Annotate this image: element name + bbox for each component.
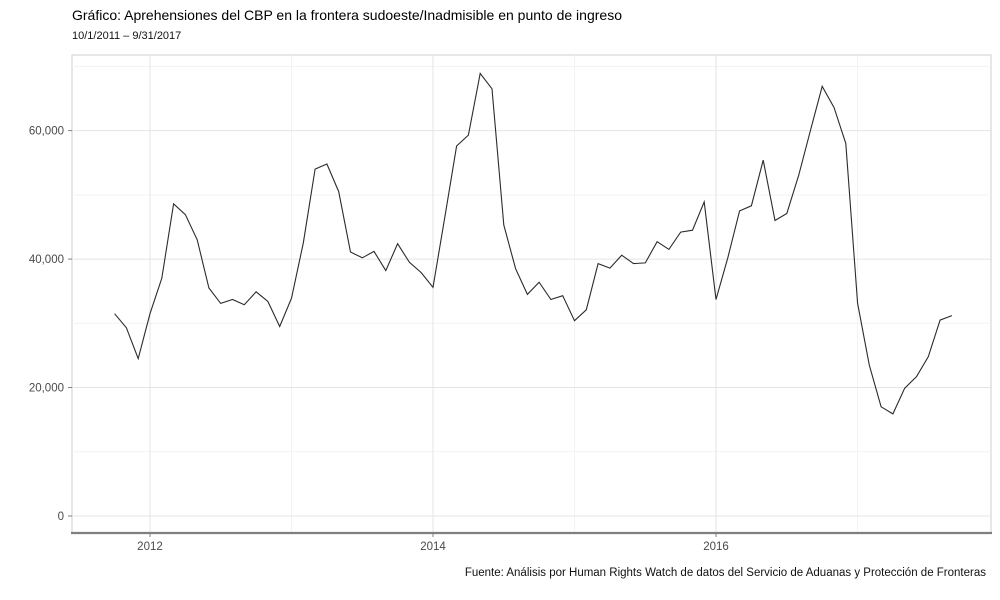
chart-caption: Fuente: Análisis por Human Rights Watch … [464, 567, 986, 579]
y-axis-tick-label: 0 [58, 511, 64, 523]
data-series-line [114, 72, 953, 415]
x-axis-tick-label: 2014 [420, 541, 446, 553]
y-axis-tick-label: 40,000 [29, 254, 64, 266]
x-axis-tick-label: 2012 [137, 541, 163, 553]
chart-title: Gráfico: Aprehensiones del CBP en la fro… [72, 7, 622, 23]
chart-subtitle: 10/1/2011 – 9/31/2017 [72, 30, 182, 42]
y-axis-tick-label: 20,000 [29, 383, 64, 395]
plot-panel [71, 54, 992, 534]
x-axis-tick-label: 2016 [703, 541, 729, 553]
y-axis-tick-label: 60,000 [29, 126, 64, 138]
